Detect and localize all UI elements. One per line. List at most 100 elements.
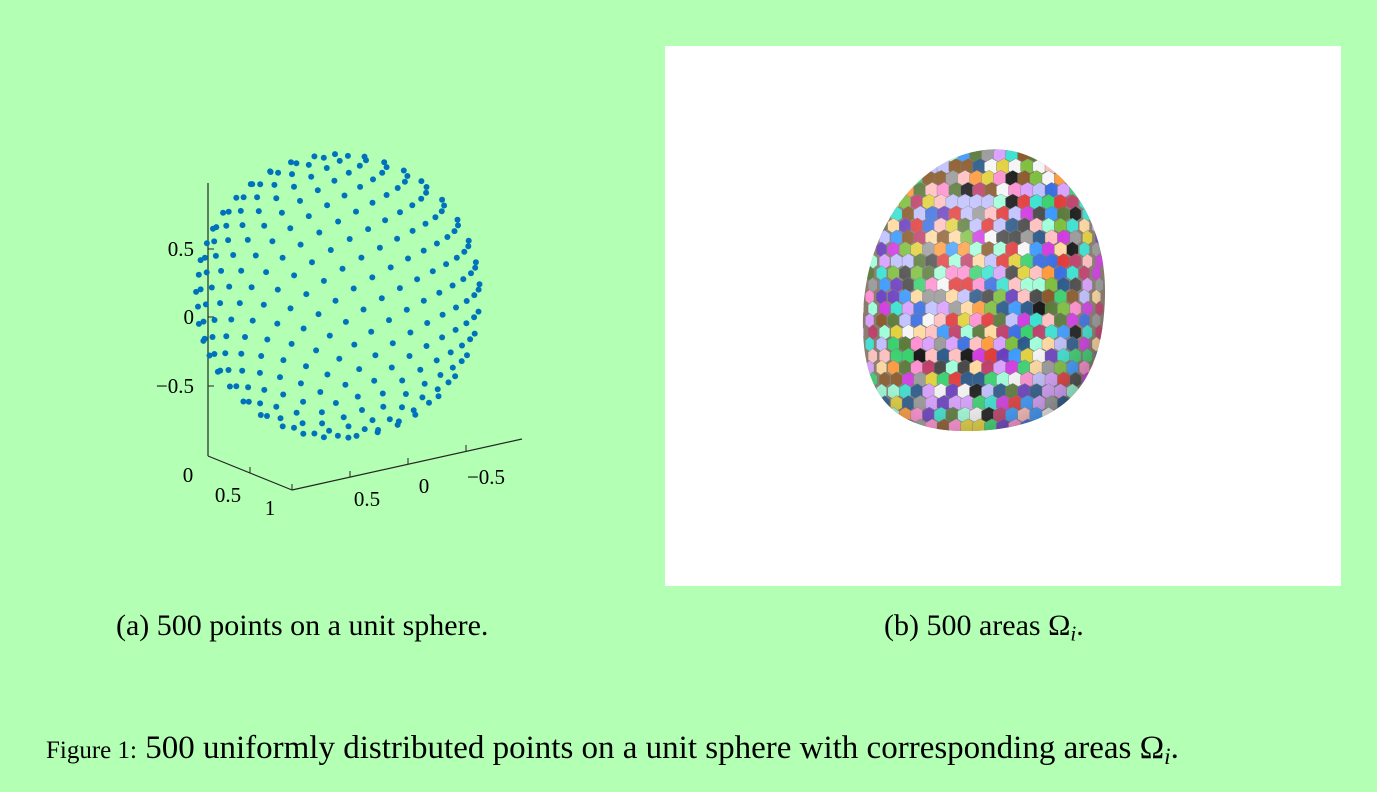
voronoi-cell [1044, 418, 1059, 432]
voronoi-cell [876, 149, 887, 163]
voronoi-cell [1105, 219, 1111, 233]
figure-caption: Figure 1: 500 uniformly distributed poin… [46, 726, 1179, 778]
data-point [218, 267, 225, 274]
data-point [339, 265, 346, 272]
data-point [423, 184, 430, 190]
voronoi-cell [913, 158, 928, 176]
subfigure-b-label: (b) [884, 609, 919, 642]
data-point [399, 377, 406, 384]
data-point [244, 236, 251, 243]
data-point [233, 383, 240, 390]
voronoi-cell [1069, 395, 1082, 412]
data-point [240, 194, 247, 201]
data-point [363, 157, 369, 164]
voronoi-cell [1105, 337, 1111, 351]
data-point [465, 243, 472, 250]
omega-symbol: Ωi [1048, 609, 1076, 645]
data-point [274, 286, 281, 293]
voronoi-cell [867, 159, 878, 175]
data-point [441, 202, 448, 209]
data-point [468, 270, 474, 277]
data-point [248, 284, 255, 291]
data-point [193, 288, 200, 295]
data-point [273, 195, 280, 202]
y-tick-label: 0.5 [354, 487, 380, 511]
voronoi-cell [887, 170, 900, 187]
z-tick-label: 0.5 [168, 237, 194, 261]
voronoi-cell [1105, 290, 1111, 304]
data-point [471, 330, 478, 337]
data-point [334, 432, 341, 439]
data-point [195, 320, 202, 327]
data-point [375, 427, 382, 433]
data-point [223, 222, 230, 229]
data-point [254, 194, 261, 201]
data-point [319, 420, 326, 427]
voronoi-cell [878, 419, 891, 432]
data-point [313, 347, 320, 354]
caption-period: . [1076, 609, 1084, 642]
voronoi-cell [1105, 266, 1111, 280]
data-point [436, 289, 443, 296]
voronoi-cell [890, 158, 903, 175]
voronoi-cell [878, 206, 891, 223]
data-point [211, 351, 218, 357]
data-point [435, 393, 442, 400]
data-point [230, 252, 237, 258]
data-point [273, 403, 280, 410]
data-point [465, 237, 472, 244]
data-point [212, 252, 219, 259]
voronoi-cell [865, 407, 875, 423]
data-point [407, 329, 414, 336]
data-point [461, 248, 468, 255]
data-point [409, 202, 416, 209]
scatter-points [193, 151, 483, 441]
voronoi-cell [1057, 418, 1070, 432]
data-point [201, 254, 208, 261]
data-point [211, 238, 218, 245]
voronoi-cell [1082, 158, 1093, 175]
data-point [225, 367, 232, 373]
data-point [213, 224, 220, 231]
voronoi-cell [1105, 314, 1111, 328]
voronoi-cell [862, 253, 865, 269]
data-point [409, 227, 416, 234]
voronoi-cell [1108, 302, 1114, 316]
data-point [223, 333, 230, 340]
voronoi-cell [898, 149, 912, 164]
data-point [217, 300, 224, 307]
data-point [399, 404, 405, 411]
data-point [368, 328, 375, 335]
data-point [332, 400, 339, 406]
data-point [305, 161, 312, 168]
data-point [320, 154, 327, 161]
voronoi-cell [867, 206, 878, 222]
data-point [361, 426, 368, 433]
voronoi-cell [867, 395, 878, 412]
data-point [426, 399, 432, 406]
omega-glyph: Ω [1139, 730, 1165, 766]
data-point [471, 314, 478, 321]
voronoi-cell [1095, 372, 1104, 388]
data-point [350, 285, 357, 292]
voronoi-cell [855, 337, 861, 351]
data-point [383, 192, 390, 198]
scatter-plot-3d: 0.5 0 −0.5 0 0.5 1 0.5 0 −0.5 [156, 151, 523, 520]
data-point [423, 343, 430, 349]
voronoi-cell [1108, 183, 1114, 197]
data-point [388, 364, 395, 371]
data-point [395, 418, 402, 425]
data-point [387, 264, 394, 271]
voronoi-cell [855, 243, 861, 257]
data-point [342, 381, 349, 388]
voronoi-cell [1095, 206, 1104, 222]
data-point [356, 162, 363, 169]
data-point [316, 229, 323, 236]
data-point [369, 417, 376, 424]
data-point [287, 305, 294, 312]
data-point [453, 254, 460, 261]
data-point [274, 320, 281, 327]
data-point [255, 208, 262, 215]
voronoi-cell [876, 407, 887, 424]
data-point [449, 364, 456, 371]
